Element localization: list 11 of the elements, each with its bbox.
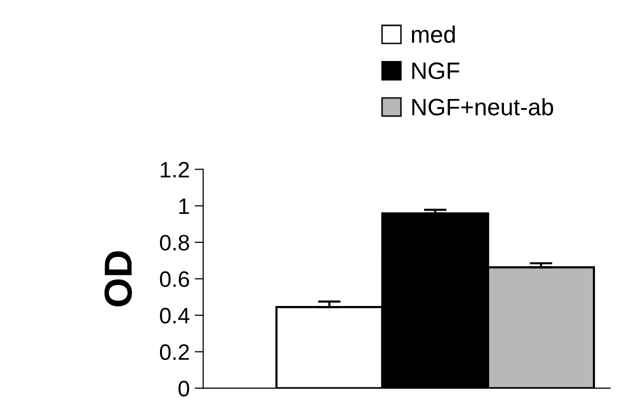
- y-tick-label: 0.8: [160, 234, 190, 251]
- y-tick-label: 0.4: [160, 308, 190, 324]
- y-tick-label: 0: [178, 380, 190, 396]
- legend-label: NGF+neut-ab: [412, 98, 554, 116]
- y-tick-label: 1: [179, 198, 189, 214]
- legend-label: med: [412, 26, 455, 43]
- y-axis-title: OD: [104, 251, 132, 306]
- y-tick-label: 1.2: [160, 162, 189, 178]
- y-tick-label: 0.2: [160, 344, 189, 360]
- y-tick-label: 0.6: [160, 271, 190, 288]
- legend-label: NGF: [412, 62, 460, 80]
